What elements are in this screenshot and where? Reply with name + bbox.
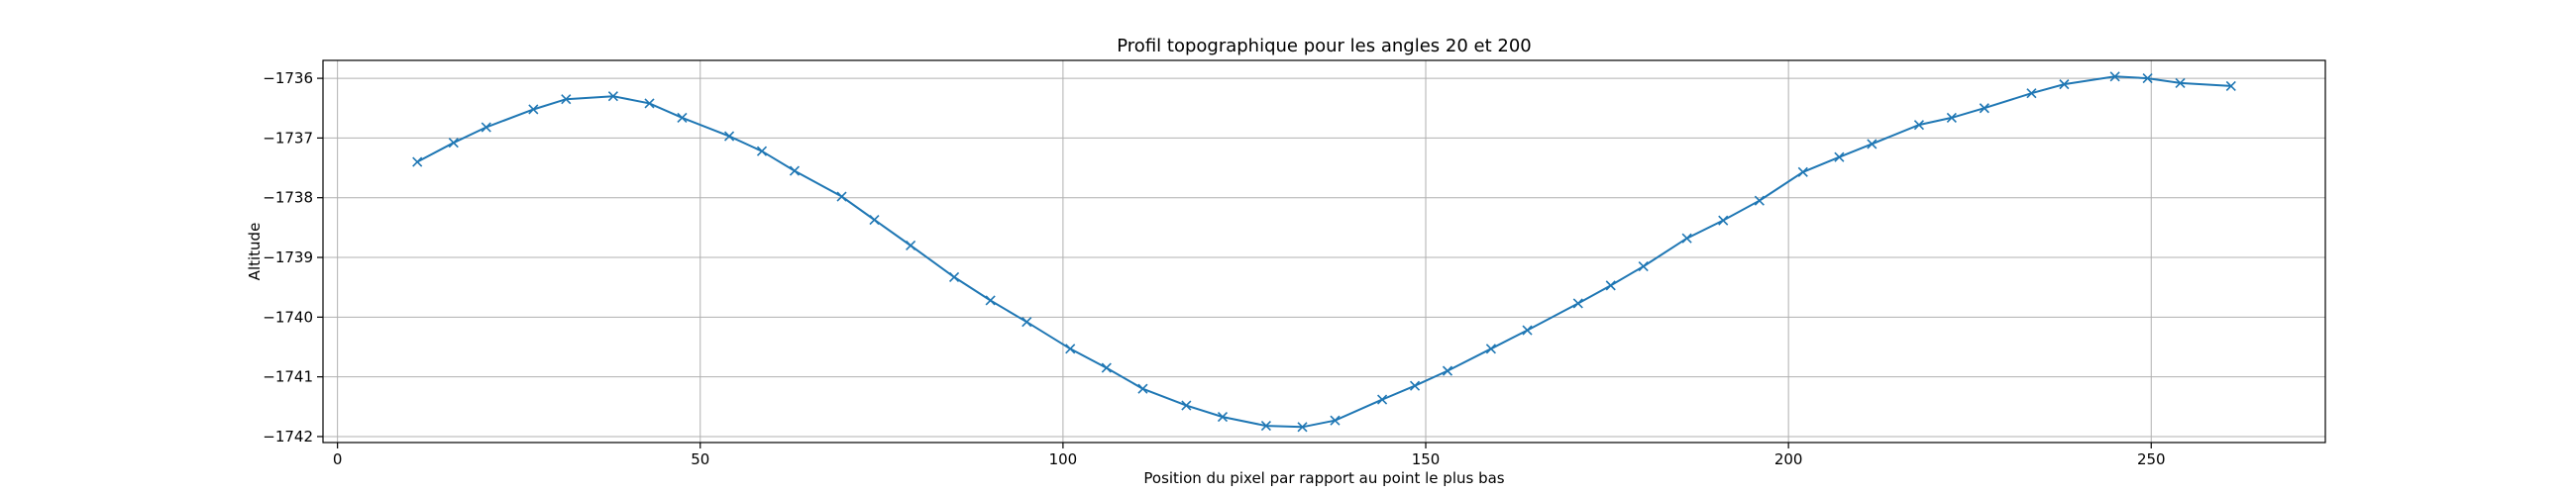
data-point-marker	[1181, 400, 1192, 411]
data-point-marker	[985, 295, 996, 306]
data-point-marker	[1522, 325, 1533, 336]
x-tick-label: 0	[333, 450, 343, 468]
data-point-marker	[528, 104, 539, 115]
data-point-marker	[2026, 88, 2037, 99]
y-tick-label: −1741	[263, 368, 313, 386]
x-tick-label: 50	[691, 450, 709, 468]
data-point-marker	[2142, 73, 2153, 84]
data-point-marker	[1330, 415, 1341, 426]
data-point-marker	[948, 271, 960, 282]
data-point-marker	[644, 98, 655, 109]
data-point-marker	[836, 191, 847, 202]
data-point-marker	[1377, 394, 1388, 405]
data-point-marker	[1946, 112, 1957, 123]
y-tick-label: −1738	[263, 189, 313, 207]
data-point-marker	[789, 165, 801, 176]
data-point-marker	[1834, 151, 1845, 162]
data-point-marker	[1101, 362, 1112, 373]
x-tick-label: 250	[2137, 450, 2166, 468]
data-point-marker	[1409, 380, 1421, 391]
data-point-marker	[906, 240, 916, 251]
data-point-marker	[2175, 77, 2186, 88]
data-point-marker	[1681, 233, 1692, 244]
y-axis-label: Altitude	[246, 223, 264, 281]
data-point-marker	[1867, 139, 1878, 149]
data-point-marker	[1065, 344, 1076, 354]
data-point-marker	[2109, 71, 2120, 82]
data-point-marker	[1137, 383, 1148, 394]
data-point-marker	[1485, 344, 1496, 354]
data-point-marker	[1442, 365, 1453, 376]
data-point-marker	[2225, 80, 2236, 92]
plot-frame	[322, 59, 2326, 444]
axis-ticks: 0 50 100 150 200 250 −1742 −1741 −1740 −1739 −1738…	[263, 69, 2165, 468]
data-point-marker	[1605, 280, 1616, 291]
data-point-marker	[1638, 261, 1649, 272]
x-tick-label: 100	[1049, 450, 1078, 468]
data-point-marker	[1797, 166, 1808, 177]
y-tick-label: −1736	[263, 69, 313, 87]
data-point-marker	[2059, 79, 2070, 90]
data-point-marker	[448, 138, 459, 148]
series-line	[416, 75, 2231, 429]
data-point-marker	[756, 146, 768, 156]
data-point-marker	[1913, 120, 1925, 131]
data-point-marker	[1979, 103, 1989, 114]
data-point-marker	[1217, 412, 1229, 423]
x-axis-label: Position du pixel par rapport au point l…	[1143, 469, 1504, 487]
data-point-marker	[1754, 195, 1765, 206]
y-tick-label: −1737	[263, 129, 313, 147]
y-tick-label: −1740	[263, 308, 313, 326]
grid-lines	[323, 60, 2325, 443]
data-point-marker	[561, 94, 572, 105]
data-point-marker	[677, 112, 688, 123]
data-point-marker	[869, 214, 880, 226]
data-point-marker	[412, 156, 423, 167]
data-point-marker	[723, 131, 735, 142]
series-line-layer	[416, 75, 2231, 429]
data-markers	[412, 71, 2236, 433]
data-point-marker	[607, 91, 618, 102]
data-point-marker	[1260, 421, 1271, 432]
data-point-marker	[1297, 422, 1308, 433]
y-tick-label: −1742	[263, 428, 313, 446]
chart-title: Profil topographique pour les angles 20 …	[1117, 36, 1531, 56]
y-tick-label: −1739	[263, 248, 313, 266]
x-tick-label: 200	[1774, 450, 1803, 468]
x-tick-label: 150	[1412, 450, 1441, 468]
data-point-marker	[481, 122, 491, 133]
data-point-marker	[1718, 215, 1729, 226]
data-point-marker	[1572, 298, 1583, 309]
data-point-marker	[1021, 317, 1032, 328]
